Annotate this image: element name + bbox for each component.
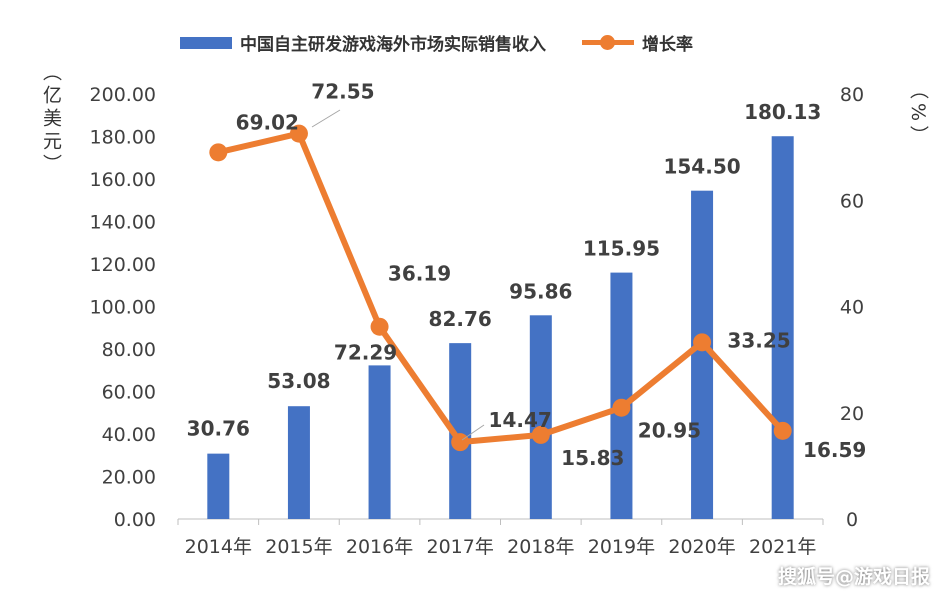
bar-data-label: 72.29 — [334, 340, 397, 364]
x-axis-category-label: 2021年 — [749, 536, 816, 558]
left-axis-tick-label: 180.00 — [90, 127, 156, 149]
bar-data-label: 95.86 — [509, 279, 572, 303]
revenue-bar — [691, 190, 714, 519]
revenue-bar — [449, 343, 472, 519]
growth-rate-marker — [612, 398, 631, 417]
left-axis-tick-label: 160.00 — [90, 169, 156, 191]
bar-data-label: 115.95 — [583, 237, 660, 261]
revenue-bar — [207, 453, 230, 519]
growth-rate-line — [217, 130, 785, 446]
left-axis-tick-label: 80.00 — [102, 339, 156, 361]
bar-data-label: 82.76 — [429, 307, 492, 331]
left-axis-tick-label: 140.00 — [90, 212, 156, 234]
x-axis-category-label: 2018年 — [507, 536, 574, 558]
growth-rate-marker — [209, 143, 228, 162]
legend-bar-swatch — [180, 36, 232, 49]
leader-line — [461, 424, 485, 441]
revenue-bar — [610, 272, 633, 519]
left-axis-tick-label: 200.00 — [90, 84, 156, 106]
growth-rate-marker — [773, 421, 792, 440]
growth-rate-marker — [370, 317, 389, 336]
leader-line — [311, 109, 341, 128]
growth-rate-marker — [693, 333, 712, 352]
x-axis-category-label: 2016年 — [346, 536, 413, 558]
watermark: 搜狐号@游戏日报 — [777, 566, 930, 588]
x-axis-category-label: 2014年 — [185, 536, 252, 558]
x-axis-category-label: 2019年 — [588, 536, 655, 558]
line-data-label: 14.47 — [489, 408, 552, 432]
right-axis-tick-label: 40 — [840, 297, 864, 319]
right-axis-tick-label: 80 — [840, 84, 864, 106]
line-data-label: 69.02 — [236, 110, 299, 134]
legend-line-label: 增长率 — [642, 35, 693, 55]
left-axis-tick-label: 20.00 — [102, 467, 156, 489]
legend-line-swatch — [582, 35, 634, 50]
revenue-bar — [287, 406, 310, 519]
left-axis-tick-label: 0.00 — [114, 509, 156, 531]
growth-rate-marker — [531, 425, 550, 444]
x-axis-category-label: 2015年 — [265, 536, 332, 558]
x-axis-category-label: 2017年 — [427, 536, 494, 558]
legend-bar-label: 中国自主研发游戏海外市场实际销售收入 — [240, 35, 546, 55]
left-axis-tick-label: 100.00 — [90, 297, 156, 319]
bar-data-label: 30.76 — [187, 417, 250, 441]
line-data-label: 33.25 — [727, 328, 790, 352]
revenue-bar — [368, 365, 391, 519]
bar-data-label: 154.50 — [663, 155, 740, 179]
x-axis-category-label: 2020年 — [668, 536, 735, 558]
right-axis-tick-label: 0 — [846, 509, 858, 531]
line-data-label: 72.55 — [311, 80, 374, 104]
left-axis-title: （亿美元） — [40, 62, 62, 177]
legend: 中国自主研发游戏海外市场实际销售收入 增长率 — [180, 30, 693, 55]
bar-data-label: 53.08 — [267, 369, 330, 393]
left-axis-tick-label: 40.00 — [102, 424, 156, 446]
line-data-label: 15.83 — [561, 446, 624, 470]
right-axis-tick-label: 20 — [840, 403, 864, 425]
growth-rate-marker — [289, 124, 308, 143]
left-axis-tick-label: 60.00 — [102, 382, 156, 404]
line-data-label: 20.95 — [638, 419, 701, 443]
revenue-bar — [529, 315, 552, 519]
right-axis-tick-label: 60 — [840, 190, 864, 212]
right-axis-title: （%） — [907, 80, 929, 149]
line-data-label: 16.59 — [803, 438, 866, 462]
bar-data-label: 180.13 — [744, 100, 821, 124]
line-data-label: 36.19 — [388, 262, 451, 286]
growth-rate-marker — [451, 433, 470, 452]
left-axis-tick-label: 120.00 — [90, 254, 156, 276]
